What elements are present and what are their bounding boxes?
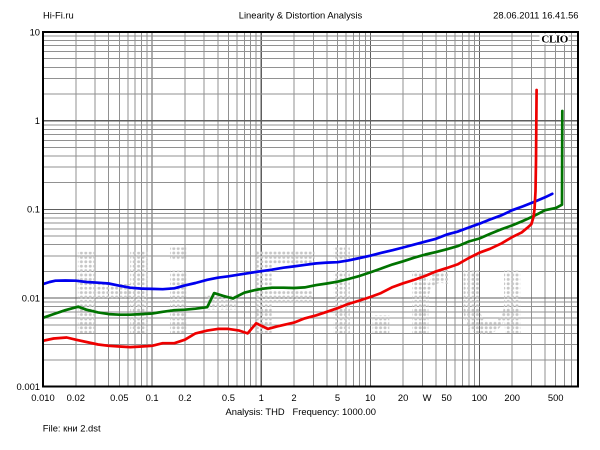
svg-text:0.5: 0.5 — [222, 392, 235, 403]
svg-text:0.1: 0.1 — [27, 204, 40, 215]
svg-text:CLIO: CLIO — [541, 34, 568, 46]
svg-text:Analysis: THD Frequency: 100: Analysis: THD Frequency: 1000.00 — [225, 406, 375, 417]
svg-text:1: 1 — [259, 392, 264, 403]
svg-text:Hi-Fi.ru: Hi-Fi.ru — [43, 10, 74, 21]
svg-text:50: 50 — [441, 392, 451, 403]
svg-text:File: кни 2.dst: File: кни 2.dst — [43, 423, 101, 434]
svg-text:0.02: 0.02 — [67, 392, 85, 403]
svg-text:W: W — [423, 392, 432, 403]
svg-text:0.01: 0.01 — [22, 292, 40, 303]
svg-text:200: 200 — [504, 392, 520, 403]
svg-text:0.010: 0.010 — [31, 392, 54, 403]
svg-text:0.001: 0.001 — [17, 381, 40, 392]
svg-text:2: 2 — [291, 392, 296, 403]
svg-text:Hi-Fi.ru: Hi-Fi.ru — [70, 227, 535, 359]
svg-text:0.1: 0.1 — [146, 392, 159, 403]
svg-text:10: 10 — [30, 26, 40, 37]
svg-text:5: 5 — [335, 392, 340, 403]
svg-text:28.06.2011 16.41.56: 28.06.2011 16.41.56 — [493, 10, 578, 21]
svg-text:20: 20 — [398, 392, 408, 403]
svg-text:500: 500 — [548, 392, 564, 403]
svg-text:0.05: 0.05 — [110, 392, 128, 403]
svg-text:10: 10 — [365, 392, 375, 403]
svg-text:100: 100 — [472, 392, 488, 403]
svg-text:0.2: 0.2 — [178, 392, 191, 403]
svg-text:1: 1 — [35, 115, 40, 126]
svg-text:Linearity & Distortion Analysi: Linearity & Distortion Analysis — [239, 10, 363, 21]
